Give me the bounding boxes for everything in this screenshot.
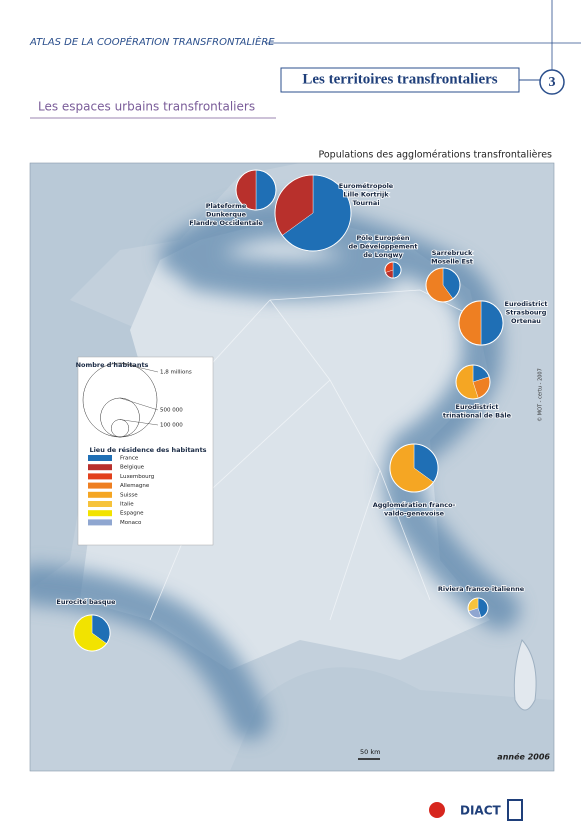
legend-label: Espagne (120, 511, 144, 517)
pie (73, 614, 111, 652)
legend-swatch (88, 455, 112, 461)
section-title: Les territoires transfrontaliers (302, 71, 497, 87)
legend-leader (119, 419, 159, 426)
legend: Nombre d'habitants Lieu de résidence des… (76, 356, 214, 546)
pie-outline (389, 443, 439, 493)
legend-size-label: 1,8 millions (160, 370, 192, 376)
pie (425, 267, 461, 303)
scale-label: 50 km (360, 748, 380, 756)
place-label: Flandre Occidentale (189, 219, 263, 227)
pie (467, 597, 489, 619)
legend-size-label: 500 000 (160, 408, 183, 414)
legend-residence-title: Lieu de résidence des habitants (89, 446, 206, 454)
place-label: Eurométropole (339, 182, 394, 190)
footer-logo: DIACT (460, 804, 502, 818)
map-frame (29, 162, 555, 772)
legend-leader (119, 397, 159, 411)
pie (455, 364, 491, 400)
place-label: Ortenau (511, 317, 541, 325)
legend-leader (119, 362, 159, 373)
pie-outline (384, 261, 402, 279)
legend-swatch (88, 482, 112, 489)
place-label: Sarrebruck (432, 249, 473, 257)
place-label: Moselle Est (431, 258, 473, 266)
legend-swatch (88, 501, 112, 507)
pie (458, 300, 504, 346)
pie-outline (235, 169, 277, 211)
place-label: Strasbourg (506, 309, 547, 317)
pie-outline (458, 300, 504, 346)
pie (274, 174, 352, 252)
place-label: trinational de Bâle (443, 412, 512, 420)
legend-size-title: Nombre d'habitants (76, 361, 149, 369)
legend-label: France (120, 456, 139, 462)
place-label: Eurodistrict (505, 300, 548, 308)
place-label: Eurodistrict (456, 403, 499, 411)
legend-label: Suisse (120, 492, 138, 498)
legend-swatch (88, 491, 112, 498)
legend-swatch (88, 510, 112, 517)
legend-label: Monaco (120, 520, 142, 526)
section-number-circle (539, 69, 565, 95)
legend-label: Allemagne (120, 483, 150, 489)
pie-outline (467, 597, 489, 619)
pie-outline (73, 614, 111, 652)
logo-mark (429, 802, 445, 818)
place-label: de Longwy (363, 251, 403, 259)
pie (235, 169, 277, 211)
place-label: Pôle Européen (357, 234, 410, 242)
place-label: valdo-genevoise (384, 510, 445, 518)
year: année 2006 (497, 752, 550, 762)
place-label: Eurocité basque (56, 598, 116, 606)
place-label: Lille Kortrijk (343, 191, 389, 199)
pie-outline (455, 364, 491, 400)
place-label: Plateforme (206, 202, 247, 210)
legend-size-label: 100 000 (160, 423, 183, 429)
legend-label: Italie (120, 502, 134, 508)
legend-swatch (88, 519, 112, 526)
subtitle: Les espaces urbains transfrontaliers (38, 100, 255, 114)
atlas-title: ATLAS DE LA COOPÉRATION TRANSFRONTALIÈRE (29, 35, 275, 48)
place-label: de Développement (348, 243, 417, 251)
place-label: Riviera franco-italienne (438, 585, 525, 593)
logo-mark (507, 799, 523, 821)
pie (389, 443, 439, 493)
pie-outline (425, 267, 461, 303)
legend-label: Belgique (120, 465, 145, 471)
pie-outline (274, 174, 352, 252)
section-number: 3 (549, 75, 556, 90)
pie (384, 261, 402, 279)
legend-label: Luxembourg (120, 474, 154, 480)
legend-swatch (88, 473, 112, 480)
map-title: Populations des agglomérations transfron… (318, 150, 552, 161)
map-base (30, 163, 554, 771)
place-label: Tournai (352, 199, 379, 207)
place-label: Agglomération franco- (373, 501, 456, 509)
credit: © MOT - certu - 2007 (537, 368, 544, 422)
legend-swatch (88, 464, 112, 471)
place-label: Dunkerque (206, 211, 247, 219)
